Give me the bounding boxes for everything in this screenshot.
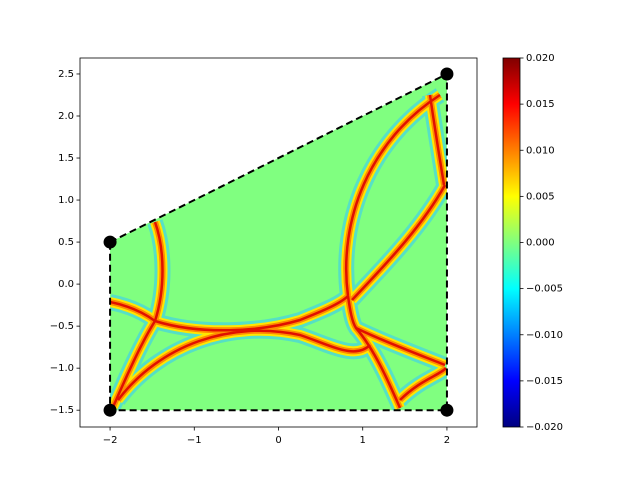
colorbar xyxy=(502,57,521,428)
colorbar-tick-label: 0.020 xyxy=(526,53,555,64)
colorbar-tick-label: 0.005 xyxy=(526,191,555,202)
field xyxy=(110,73,447,411)
x-tick-label: 0 xyxy=(275,435,281,446)
y-tick-label: −1.0 xyxy=(50,363,74,374)
colorbar-tick-label: −0.010 xyxy=(526,330,563,341)
x-tick-label: −2 xyxy=(103,435,118,446)
y-tick-label: 1.0 xyxy=(58,195,74,206)
y-tick-label: 2.5 xyxy=(58,69,74,80)
y-tick-label: −0.5 xyxy=(50,321,74,332)
colorbar-tick-label: −0.020 xyxy=(526,422,563,433)
colorbar-tick-label: 0.010 xyxy=(526,145,555,156)
vertex xyxy=(440,67,454,81)
x-tick-label: 1 xyxy=(360,435,366,446)
y-tick-label: 0.0 xyxy=(58,279,74,290)
colorbar-tick-label: 0.000 xyxy=(526,238,555,249)
y-tick-label: 1.5 xyxy=(58,153,74,164)
x-tick-label: −1 xyxy=(187,435,202,446)
colorbar-tick-label: −0.005 xyxy=(526,284,563,295)
colorbar-tick-label: −0.015 xyxy=(526,376,563,387)
colorbar-tick-label: 0.015 xyxy=(526,99,555,110)
vertex xyxy=(103,403,117,417)
vertex xyxy=(103,235,117,249)
x-tick-label: 2 xyxy=(444,435,450,446)
y-tick-label: −1.5 xyxy=(50,405,74,416)
boundary xyxy=(109,72,448,412)
vertex xyxy=(440,403,454,417)
y-tick-label: 2.0 xyxy=(58,111,74,122)
y-tick-label: 0.5 xyxy=(58,237,74,248)
